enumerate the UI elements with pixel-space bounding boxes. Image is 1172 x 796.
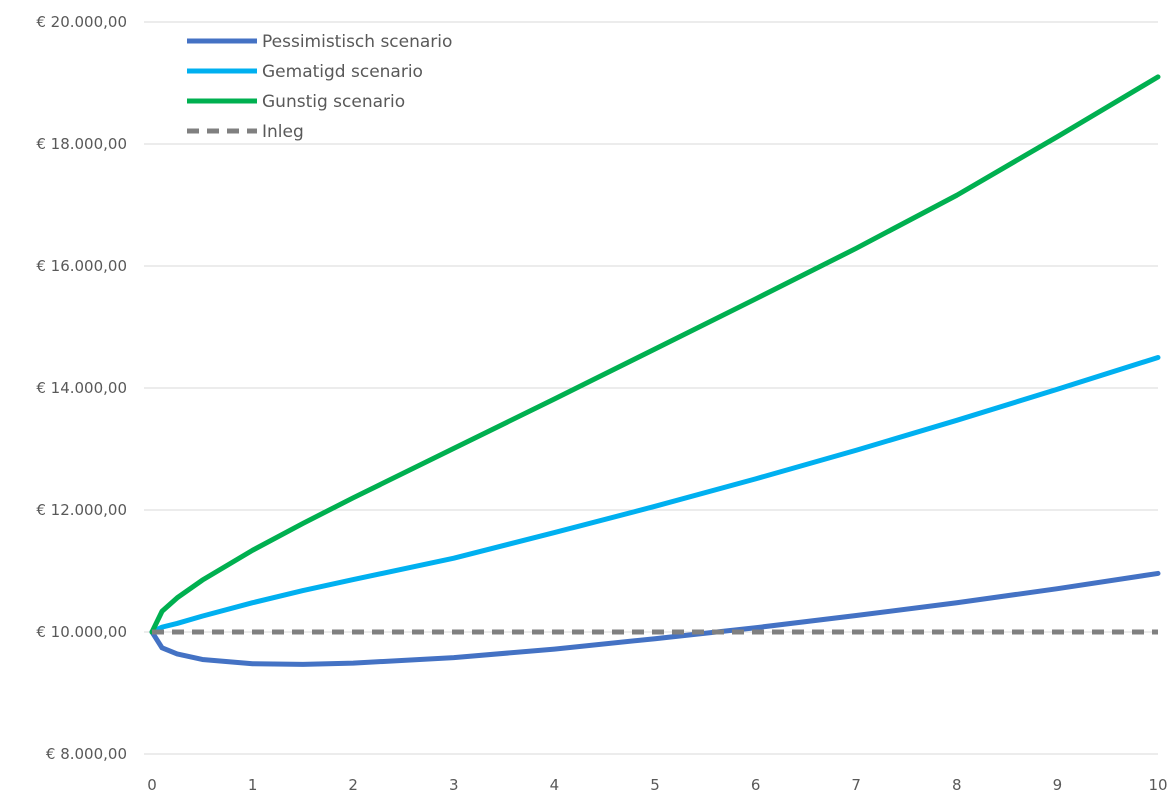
x-axis-tick-labels: 0 1 2 3 4 5 6 7 8 9 10: [147, 776, 1167, 794]
x-tick-label: 1: [248, 776, 258, 794]
series-line-gematigd-scenario: [149, 355, 1161, 635]
y-tick-label: € 20.000,00: [36, 13, 127, 31]
x-tick-label: 6: [751, 776, 761, 794]
legend-label: Pessimistisch scenario: [262, 32, 452, 52]
y-tick-label: € 12.000,00: [36, 501, 127, 519]
series-lines: [149, 74, 1161, 667]
legend-label: Inleg: [262, 122, 304, 142]
y-tick-label: € 8.000,00: [46, 745, 127, 763]
legend-label: Gematigd scenario: [262, 62, 423, 82]
x-tick-label: 8: [952, 776, 962, 794]
x-tick-label: 4: [550, 776, 560, 794]
x-tick-label: 5: [650, 776, 660, 794]
x-tick-label: 10: [1148, 776, 1167, 794]
series-line-pessimistisch-scenario: [149, 570, 1161, 667]
legend-label: Gunstig scenario: [262, 92, 405, 112]
y-tick-label: € 14.000,00: [36, 379, 127, 397]
x-tick-label: 2: [348, 776, 358, 794]
x-tick-label: 3: [449, 776, 459, 794]
series-line-gunstig-scenario: [149, 74, 1161, 635]
x-tick-label: 7: [851, 776, 861, 794]
y-tick-label: € 18.000,00: [36, 135, 127, 153]
y-tick-label: € 10.000,00: [36, 623, 127, 641]
y-axis-tick-labels: € 8.000,00 € 10.000,00 € 12.000,00 € 14.000…: [36, 13, 127, 763]
legend: Pessimistisch scenario Gematigd scenario G…: [187, 32, 452, 142]
y-tick-label: € 16.000,00: [36, 257, 127, 275]
x-tick-label: 0: [147, 776, 157, 794]
x-tick-label: 9: [1053, 776, 1063, 794]
